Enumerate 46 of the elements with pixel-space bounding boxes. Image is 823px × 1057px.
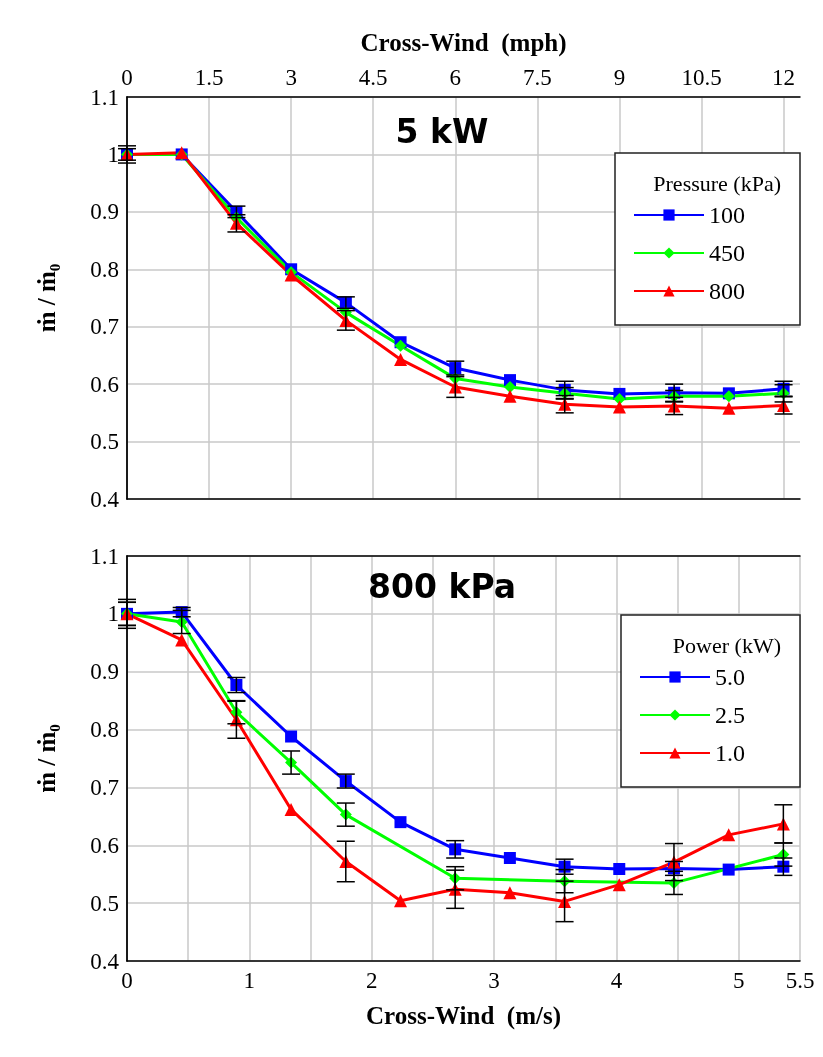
y-tick-label: 1.1 xyxy=(90,543,119,569)
x-tick-label: 2 xyxy=(365,968,378,993)
x-tick-label: 4.5 xyxy=(358,65,388,90)
x-tick-label: 9 xyxy=(613,65,626,90)
y-tick-label: 0.8 xyxy=(90,717,119,743)
x-tick-label: 5 xyxy=(733,968,745,993)
y-tick-label: 0.4 xyxy=(90,486,120,512)
x-tick-label: 4 xyxy=(610,968,623,993)
x-tick-label: 3 xyxy=(285,65,297,90)
x-tick-label: 3 xyxy=(488,968,500,993)
y-tick-label: 0.5 xyxy=(90,890,119,916)
x-tick-label: 1.5 xyxy=(194,65,224,90)
x-tick-label: 6 xyxy=(449,65,462,90)
x-tick-label: 0 xyxy=(121,968,133,993)
x-tick-label: 0 xyxy=(121,65,133,90)
x-tick-label: 5.5 xyxy=(785,968,815,993)
y-tick-label: 0.6 xyxy=(90,371,119,397)
legend-label: 450 xyxy=(709,240,745,266)
y-tick-label: 0.9 xyxy=(90,199,119,225)
x-tick-label: 7.5 xyxy=(522,65,552,90)
y-tick-label: 1 xyxy=(107,601,119,627)
chart-title: 800 kPa xyxy=(368,567,516,606)
y-tick-label: 0.5 xyxy=(90,429,119,455)
legend-label: 1.0 xyxy=(715,740,745,766)
x-tick-label: 12 xyxy=(772,65,796,90)
legend-label: 2.5 xyxy=(715,702,745,728)
y-tick-label: 0.7 xyxy=(90,314,119,340)
x-axis-title: Cross-Wind (mph) xyxy=(360,29,567,57)
y-tick-label: 0.8 xyxy=(90,256,119,282)
x-axis-title: Cross-Wind (m/s) xyxy=(366,1002,561,1030)
x-tick-label: 10.5 xyxy=(681,65,722,90)
y-tick-label: 0.6 xyxy=(90,832,119,858)
text: 5 kW xyxy=(395,112,489,151)
y-tick-label: 1.1 xyxy=(90,84,119,110)
legend-label: 5.0 xyxy=(715,664,745,690)
y-tick-label: 0.9 xyxy=(90,659,119,685)
y-tick-label: 0.7 xyxy=(90,774,119,800)
y-tick-label: 1 xyxy=(107,141,119,167)
y-axis-title: ṁ / ṁ₀ xyxy=(33,724,60,793)
x-tick-label: 1 xyxy=(243,968,256,993)
y-axis-title: ṁ / ṁ₀ xyxy=(33,263,60,333)
legend-label: 800 xyxy=(709,278,745,304)
legend-title: Power (kW) xyxy=(672,632,782,658)
legend-label: 100 xyxy=(709,202,745,228)
legend-title: Pressure (kPa) xyxy=(653,170,782,196)
y-tick-label: 0.4 xyxy=(90,948,120,974)
